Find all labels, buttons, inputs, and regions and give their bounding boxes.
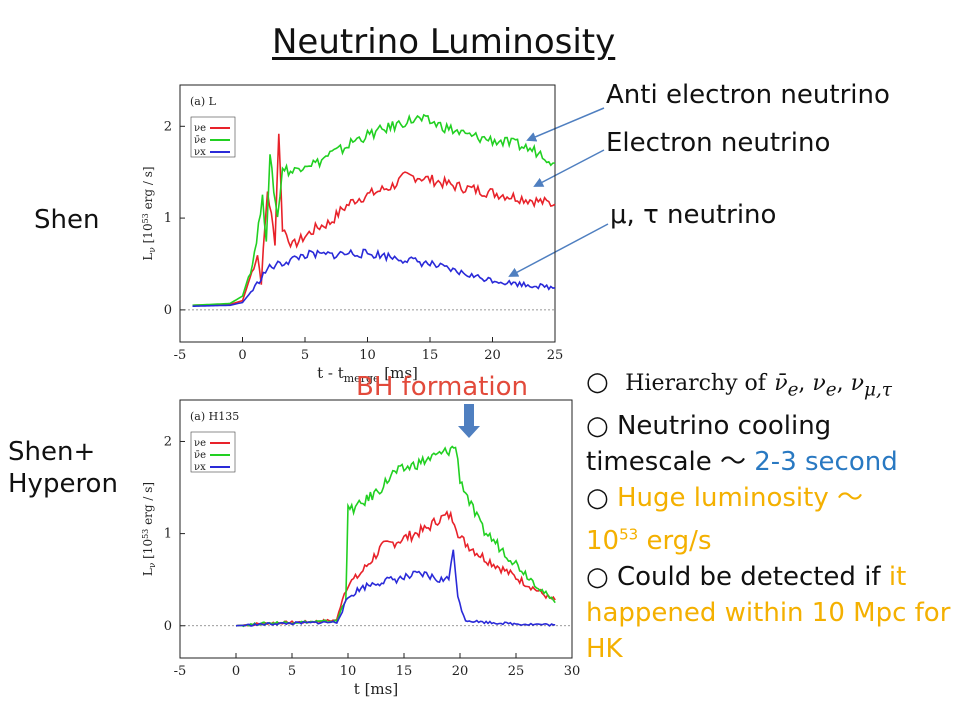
bullet-luminosity: ○ Huge luminosity ～ 1053 erg/s [586,480,958,559]
legend-label: νe [194,123,206,134]
detection-text: it happened within 10 Mpc for HK [586,562,951,665]
legend-label: νx [194,147,206,158]
label-mu-tau-neutrino: μ, τ neutrino [610,200,777,230]
x-axis-label: t - tmerge [ms] [317,364,418,385]
luminosity-value: 1053 erg/s [586,525,712,557]
row-label-line-2: Hyperon [8,469,118,499]
series-line-1 [192,113,556,307]
legend-label: νe [194,438,206,449]
legend-label: νx [194,462,206,473]
x-tick-label: 15 [422,348,439,363]
x-tick-label: 5 [301,348,309,363]
y-tick-label: 2 [164,434,172,449]
series-line-2 [192,248,556,307]
chart-shen-hyperon: -5 0 5 10 15 20 25 30 0 1 2 t [ms] Lν [1053 erg / s]… [141,399,581,698]
slide-title: Neutrino Luminosity [272,22,616,62]
bh-formation-arrow [458,404,480,438]
bullet-hierarchy: ○ Hierarchy of ν̄e, νe, νμ,τ [586,364,958,408]
legend-label: ν̄e [194,135,206,146]
y-tick-label: 0 [164,619,172,634]
bullet-circle: ○ [586,367,609,397]
y-tick-label: 1 [164,527,172,542]
cooling-text: ○ Neutrino cooling timescale ～ [586,411,832,478]
x-tick-label: 0 [232,664,240,679]
legend-box [190,116,236,158]
row-label-shen-hyperon: Shen+ Hyperon [8,436,118,500]
hierarchy-formula: ν̄e, νe, νμ,τ [774,371,892,401]
panel-label: (a) L [190,95,217,108]
bullet-cooling: ○ Neutrino cooling timescale ～ 2-3 secon… [586,408,958,480]
x-tick-label: 0 [238,348,246,363]
legend-box [190,431,236,473]
x-tick-label: 10 [359,348,376,363]
luminosity-prefix: ○ [586,483,617,514]
y-axis-label: Lν [1053 erg / s] [141,166,158,260]
luminosity-text: Huge luminosity ～ [616,483,864,514]
x-tick-label: -5 [174,664,187,679]
x-tick-label: 10 [340,664,357,679]
bullet-detection: ○ Could be detected if it happened withi… [586,559,958,667]
y-tick-label: 2 [164,119,172,134]
x-tick-label: 5 [288,664,296,679]
arrow-mu-tau [508,223,609,277]
row-label-shen: Shen [34,205,100,235]
y-tick-label: 0 [164,303,172,318]
x-tick-label: 20 [452,664,469,679]
x-axis-label: t [ms] [354,680,398,698]
bh-formation-label: BH formation [356,372,529,402]
bullet-list: ○ Hierarchy of ν̄e, νe, νμ,τ ○ Neutrino … [586,364,958,667]
x-tick-label: 15 [396,664,413,679]
arrow-anti-electron [526,107,605,142]
x-tick-label: 20 [484,348,501,363]
plot-frame [179,399,573,659]
row-label-line-1: Shen+ [8,437,96,467]
y-tick-label: 1 [164,211,172,226]
label-anti-electron-neutrino: Anti electron neutrino [606,80,890,110]
chart-shen: -5 0 5 10 15 20 25 0 1 2 t - tmerge [ms] Lν [1053 e… [141,84,564,385]
series-line-0 [235,509,556,627]
x-tick-label: 25 [508,664,525,679]
legend-label: ν̄e [194,450,206,461]
arrow-electron [533,149,605,187]
series-line-0 [192,133,556,307]
y-axis-label: Lν [1053 erg / s] [141,482,158,576]
hierarchy-text: Hierarchy of [625,371,766,396]
x-tick-label: -5 [174,348,187,363]
x-tick-label: 30 [564,664,581,679]
cooling-value: 2-3 second [754,447,898,478]
label-electron-neutrino: Electron neutrino [606,128,831,158]
x-tick-label: 25 [547,348,564,363]
series-line-1 [235,445,556,628]
series-line-2 [235,549,556,627]
detection-prefix: ○ Could be detected if [586,562,889,593]
panel-label: (a) H135 [190,410,239,423]
